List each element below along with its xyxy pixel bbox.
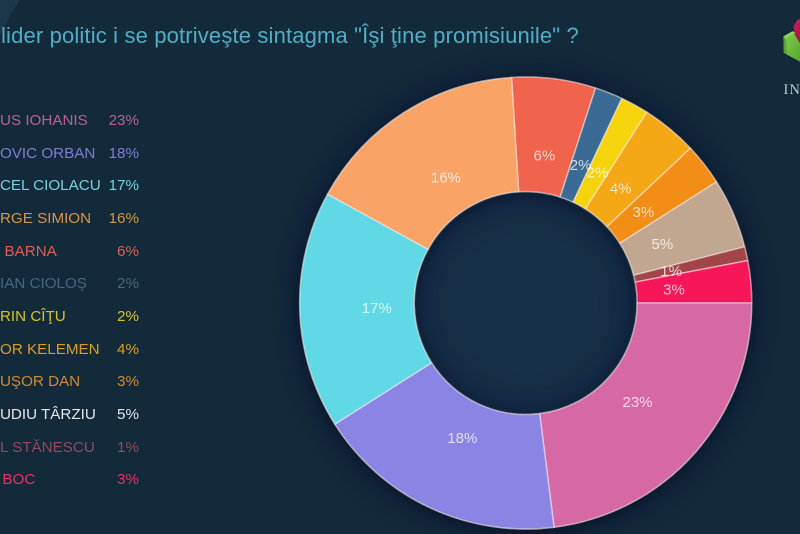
svg-text:INS: INS — [784, 82, 800, 98]
svg-text:2%: 2% — [570, 157, 592, 174]
svg-text:17%: 17% — [362, 300, 392, 317]
svg-text:6%: 6% — [534, 148, 556, 165]
svg-text:3%: 3% — [633, 204, 655, 221]
svg-text:16%: 16% — [431, 170, 461, 187]
svg-text:18%: 18% — [447, 430, 477, 447]
svg-text:5%: 5% — [652, 236, 674, 253]
svg-text:4%: 4% — [610, 181, 632, 198]
svg-text:23%: 23% — [622, 394, 652, 411]
svg-text:1%: 1% — [660, 263, 682, 280]
svg-text:2%: 2% — [587, 165, 609, 182]
svg-text:3%: 3% — [663, 281, 685, 298]
